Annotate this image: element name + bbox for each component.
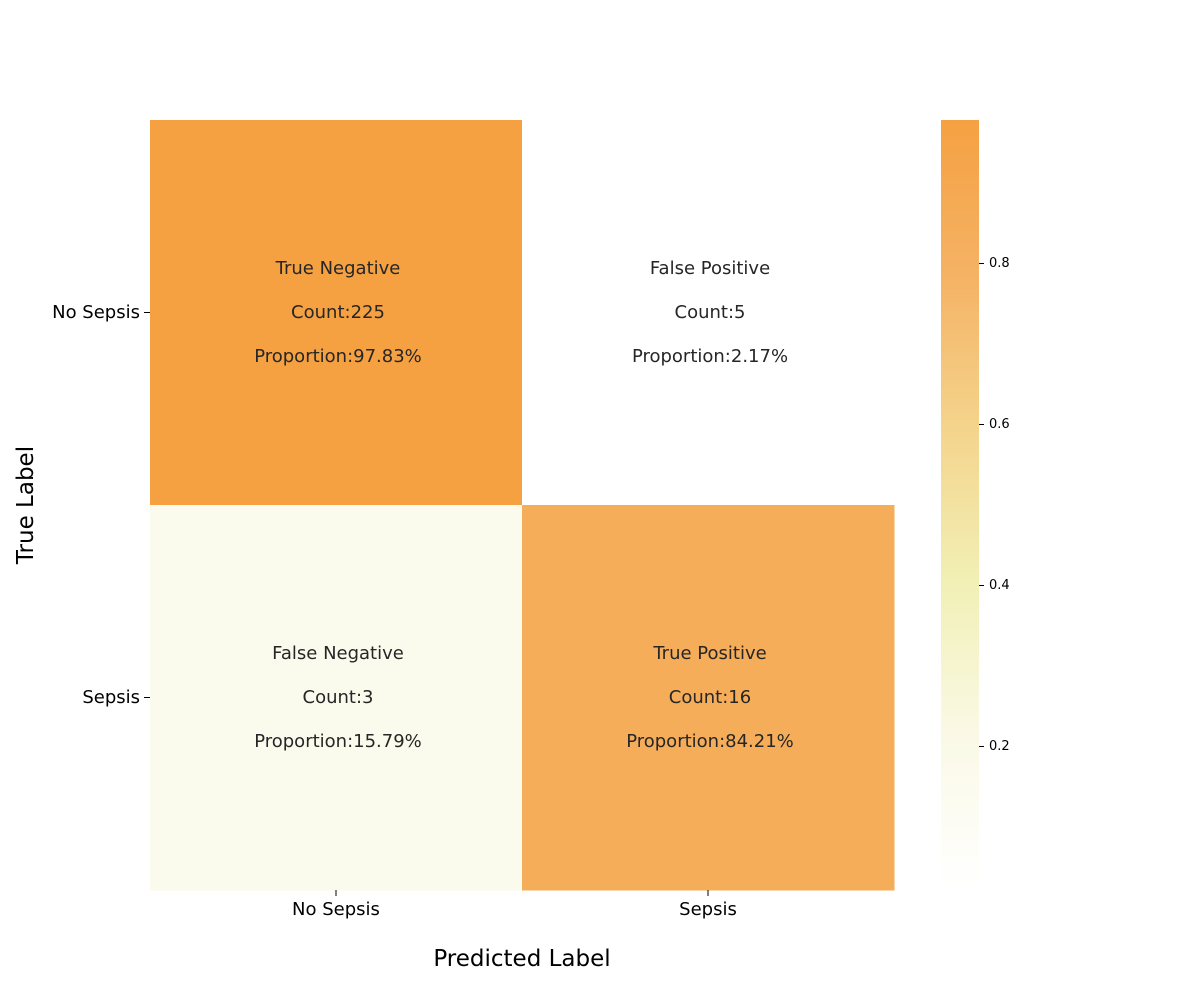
x-tick-label: No Sepsis bbox=[292, 899, 380, 920]
heatmap-cell bbox=[150, 120, 523, 506]
colorbar-tick-label: 0.2 bbox=[989, 739, 1010, 754]
cell-label: True Positive bbox=[652, 643, 766, 664]
cell-proportion: Proportion:15.79% bbox=[254, 731, 422, 752]
cell-label: True Negative bbox=[275, 258, 401, 279]
axes: No Sepsis Sepsis No Sepsis Sepsis bbox=[52, 302, 737, 920]
cell-count: Count:5 bbox=[675, 302, 746, 323]
cell-count: Count:3 bbox=[303, 687, 374, 708]
cell-proportion: Proportion:97.83% bbox=[254, 346, 422, 367]
y-tick-label: No Sepsis bbox=[52, 302, 140, 323]
heatmap-cell bbox=[522, 505, 895, 891]
colorbar-tick-label: 0.8 bbox=[989, 256, 1010, 271]
y-tick-label: Sepsis bbox=[82, 687, 140, 708]
cell-proportion: Proportion:2.17% bbox=[632, 346, 788, 367]
heatmap-cell bbox=[522, 120, 895, 506]
x-tick-label: Sepsis bbox=[679, 899, 737, 920]
cell-count: Count:225 bbox=[291, 302, 385, 323]
colorbar-gradient bbox=[941, 120, 979, 890]
colorbar-tick-label: 0.6 bbox=[989, 417, 1010, 432]
cell-proportion: Proportion:84.21% bbox=[626, 731, 794, 752]
heatmap-cells bbox=[150, 120, 895, 891]
x-axis-title: Predicted Label bbox=[433, 946, 610, 972]
y-axis-title: True Label bbox=[13, 446, 39, 565]
cell-label: False Positive bbox=[650, 258, 770, 279]
cell-annotations: True Negative Count:225 Proportion:97.83% F… bbox=[254, 258, 794, 752]
colorbar-tick-label: 0.4 bbox=[989, 578, 1010, 593]
cell-label: False Negative bbox=[272, 643, 404, 664]
heatmap-cell bbox=[150, 505, 523, 891]
colorbar: 0.2 0.4 0.6 0.8 bbox=[941, 120, 1010, 890]
cell-count: Count:16 bbox=[669, 687, 751, 708]
